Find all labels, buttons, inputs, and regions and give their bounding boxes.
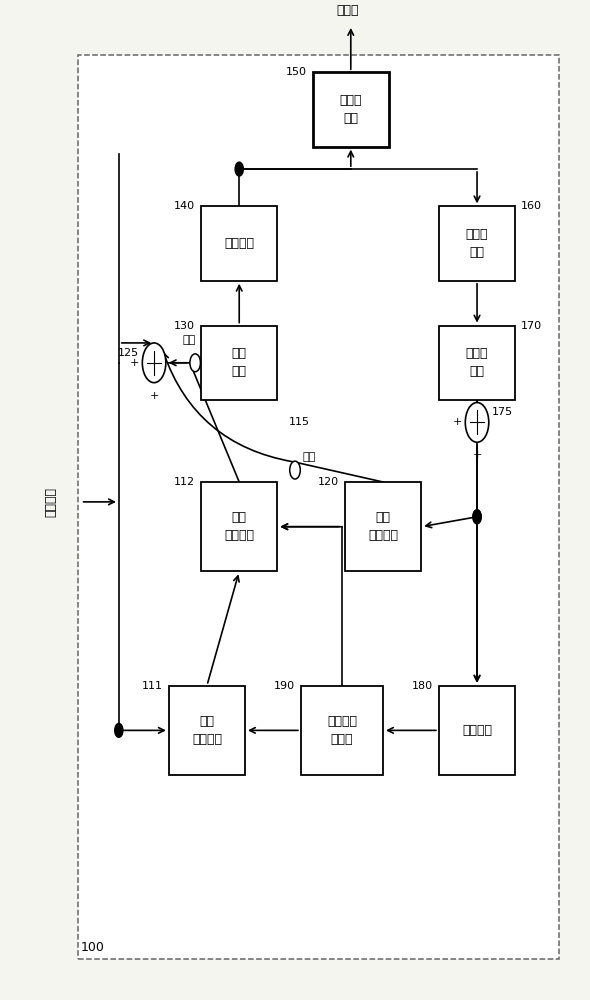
- Circle shape: [473, 510, 481, 524]
- FancyBboxPatch shape: [201, 206, 277, 281]
- Circle shape: [290, 461, 300, 479]
- Text: 180: 180: [412, 681, 433, 691]
- Text: 帧内
预测模块: 帧内 预测模块: [368, 511, 398, 542]
- Text: 运动
估计模块: 运动 估计模块: [192, 715, 222, 746]
- Text: 输入画面: 输入画面: [45, 487, 58, 517]
- Text: +: +: [473, 450, 481, 460]
- Text: 150: 150: [286, 67, 307, 77]
- Text: 逆变换
模块: 逆变换 模块: [466, 347, 489, 378]
- Text: 量化模块: 量化模块: [224, 237, 254, 250]
- Text: 变换
模块: 变换 模块: [232, 347, 247, 378]
- Circle shape: [190, 354, 201, 372]
- Text: +: +: [149, 391, 159, 401]
- Text: 190: 190: [274, 681, 295, 691]
- Text: 175: 175: [491, 407, 513, 417]
- Text: 112: 112: [174, 477, 195, 487]
- FancyBboxPatch shape: [439, 686, 515, 775]
- Text: +: +: [130, 358, 139, 368]
- Text: 130: 130: [174, 321, 195, 331]
- Circle shape: [142, 343, 166, 383]
- Text: 111: 111: [142, 681, 163, 691]
- Text: 100: 100: [81, 941, 104, 954]
- FancyBboxPatch shape: [439, 326, 515, 400]
- Circle shape: [235, 162, 243, 176]
- Circle shape: [114, 723, 123, 737]
- Text: 140: 140: [174, 201, 195, 211]
- Text: 参考画面
缓冲器: 参考画面 缓冲器: [327, 715, 357, 746]
- FancyBboxPatch shape: [201, 326, 277, 400]
- Text: +: +: [453, 417, 463, 427]
- FancyBboxPatch shape: [313, 72, 389, 147]
- Circle shape: [466, 403, 489, 442]
- Text: 比特流: 比特流: [337, 4, 359, 17]
- FancyBboxPatch shape: [78, 55, 559, 959]
- FancyBboxPatch shape: [301, 686, 383, 775]
- Text: 反量化
模块: 反量化 模块: [466, 228, 489, 259]
- FancyBboxPatch shape: [439, 206, 515, 281]
- Text: 120: 120: [318, 477, 339, 487]
- Text: 125: 125: [118, 348, 139, 358]
- Text: 运动
补偿模块: 运动 补偿模块: [224, 511, 254, 542]
- Text: 熵编码
模块: 熵编码 模块: [339, 94, 362, 125]
- Text: 170: 170: [521, 321, 542, 331]
- Text: 160: 160: [521, 201, 542, 211]
- FancyBboxPatch shape: [169, 686, 245, 775]
- FancyBboxPatch shape: [345, 482, 421, 571]
- Text: 115: 115: [289, 417, 310, 427]
- Text: 滤波模块: 滤波模块: [462, 724, 492, 737]
- Circle shape: [473, 510, 481, 524]
- FancyBboxPatch shape: [201, 482, 277, 571]
- Text: 帧内: 帧内: [302, 452, 315, 462]
- Text: 帧间: 帧间: [183, 335, 196, 345]
